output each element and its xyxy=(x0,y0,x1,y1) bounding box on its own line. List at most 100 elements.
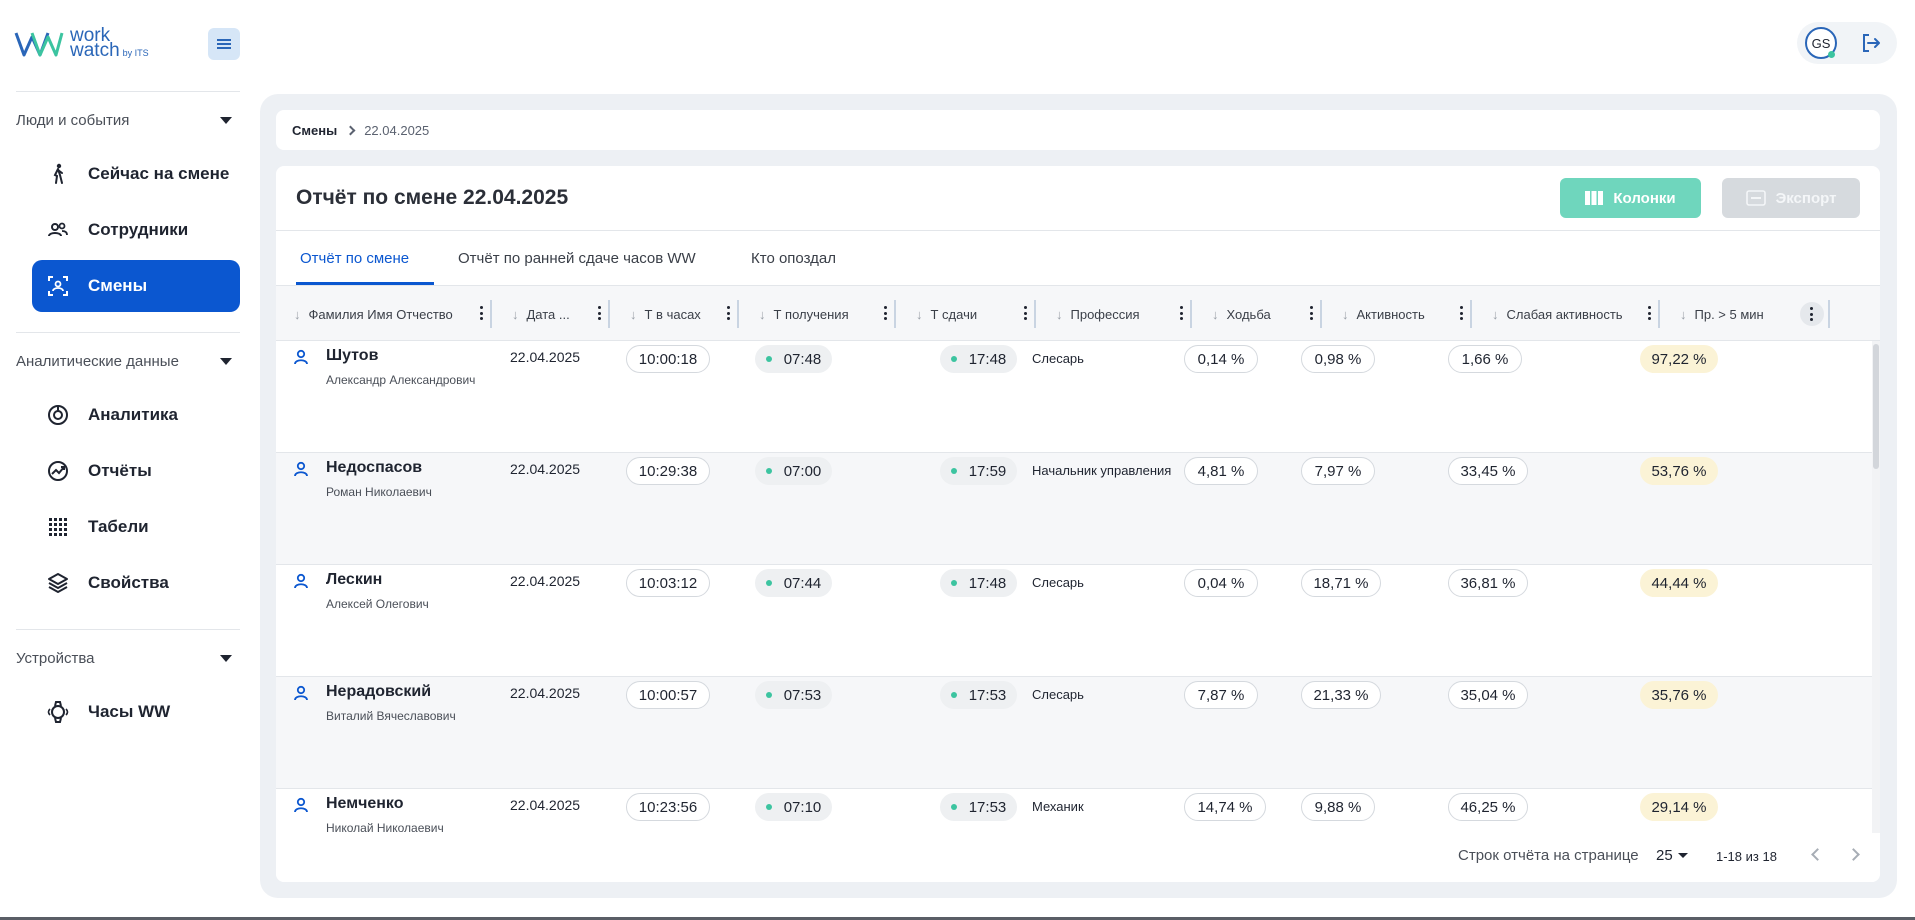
section-analytics-data[interactable]: Аналитические данные xyxy=(16,350,240,372)
hamburger-icon xyxy=(217,39,231,49)
nav-item-analytics[interactable]: Аналитика xyxy=(32,389,240,441)
activity-pill: 0,98 % xyxy=(1301,345,1375,373)
column-header-walking[interactable]: ↓ Ходьба xyxy=(1212,286,1322,342)
section-devices[interactable]: Устройства xyxy=(16,647,240,669)
table-row[interactable]: Немченко Николай Николаевич 22.04.2025 1… xyxy=(276,789,1872,833)
column-menu-icon[interactable] xyxy=(480,306,484,320)
caret-down-icon xyxy=(220,654,232,662)
sort-arrow-icon: ↓ xyxy=(759,306,766,322)
return-time-pill: 17:48 xyxy=(940,569,1017,597)
column-header-name[interactable]: ↓ Фамилия Имя Отчество xyxy=(294,286,492,342)
nav-item-watches[interactable]: Часы WW xyxy=(32,686,240,738)
column-menu-icon xyxy=(1810,307,1814,321)
export-button[interactable]: Экспорт xyxy=(1722,178,1860,218)
column-menu-icon[interactable] xyxy=(1024,306,1028,320)
receive-time-pill: 07:48 xyxy=(755,345,832,373)
caret-down-icon xyxy=(220,357,232,365)
idle-pill: 29,14 % xyxy=(1640,793,1718,821)
sort-arrow-icon: ↓ xyxy=(630,306,637,322)
status-dot xyxy=(765,804,772,810)
trend-chart-icon xyxy=(46,459,70,483)
nav-item-employees[interactable]: Сотрудники xyxy=(32,204,240,256)
column-menu-icon[interactable] xyxy=(884,306,888,320)
status-dot xyxy=(950,356,957,362)
separator xyxy=(276,230,1880,231)
breadcrumb-root[interactable]: Смены xyxy=(292,122,338,138)
employee-first-name: Виталий Вячеславович xyxy=(326,709,456,723)
chevron-right-icon[interactable] xyxy=(1847,848,1860,861)
nav-item-reports[interactable]: Отчёты xyxy=(32,445,240,497)
activity-pill: 9,88 % xyxy=(1301,793,1375,821)
idle-pill: 35,76 % xyxy=(1640,681,1718,709)
column-header-activity[interactable]: ↓ Активность xyxy=(1342,286,1472,342)
watch-icon xyxy=(46,700,70,724)
column-header-profession[interactable]: ↓ Профессия xyxy=(1056,286,1192,342)
tab-who-was-late[interactable]: Кто опоздал xyxy=(751,250,836,267)
breadcrumb: Смены 22.04.2025 xyxy=(276,110,1880,150)
receive-time-pill: 07:00 xyxy=(755,457,832,485)
layers-icon xyxy=(46,571,70,595)
shift-date: 22.04.2025 xyxy=(510,685,581,701)
nav-item-on-shift[interactable]: Сейчас на смене xyxy=(32,148,240,200)
column-menu-icon[interactable] xyxy=(1310,306,1314,320)
chevron-left-icon[interactable] xyxy=(1811,848,1824,861)
column-menu-icon[interactable] xyxy=(1648,306,1652,320)
walking-pill: 0,04 % xyxy=(1184,569,1258,597)
logo[interactable]: work watch by ITS xyxy=(14,26,164,62)
nav-item-shifts[interactable]: Смены xyxy=(32,260,240,312)
separator xyxy=(16,91,240,92)
activity-pill: 18,71 % xyxy=(1301,569,1381,597)
column-menu-button[interactable] xyxy=(1800,302,1824,326)
tab-shift-report[interactable]: Отчёт по смене xyxy=(300,250,410,267)
employee-last-name[interactable]: Лескин xyxy=(326,571,383,588)
table-row[interactable]: Недоспасов Роман Николаевич 22.04.2025 1… xyxy=(276,453,1872,565)
employee-last-name[interactable]: Шутов xyxy=(326,347,379,364)
walking-pill: 14,74 % xyxy=(1184,793,1266,821)
column-menu-icon[interactable] xyxy=(727,306,731,320)
table-footer: Строк отчёта на странице 25 1-18 из 18 xyxy=(276,833,1880,882)
column-header-return-time[interactable]: ↓ Т сдачи xyxy=(916,286,1036,342)
table-row[interactable]: Шутов Александр Александрович 22.04.2025… xyxy=(276,341,1872,453)
nav-item-timesheets[interactable]: Табели xyxy=(32,501,240,553)
status-dot xyxy=(765,692,772,698)
table-scrollbar-thumb[interactable] xyxy=(1873,344,1879,469)
nav-item-properties[interactable]: Свойства xyxy=(32,557,240,609)
status-dot xyxy=(765,580,772,586)
column-header-date[interactable]: ↓ Дата ... xyxy=(512,286,610,342)
column-menu-icon[interactable] xyxy=(598,306,602,320)
table-row[interactable]: Нерадовский Виталий Вячеславович 22.04.2… xyxy=(276,677,1872,789)
grid-dots-icon xyxy=(46,515,70,539)
weak-activity-pill: 46,25 % xyxy=(1448,793,1528,821)
caret-down-icon xyxy=(1677,853,1688,858)
column-header-idle-over-5min[interactable]: ↓ Пр. > 5 мин xyxy=(1680,286,1830,342)
employee-last-name[interactable]: Недоспасов xyxy=(326,459,423,476)
person-icon xyxy=(294,797,308,813)
employee-last-name[interactable]: Нерадовский xyxy=(326,683,432,700)
table-scrollbar[interactable] xyxy=(1872,341,1880,833)
menu-toggle-button[interactable] xyxy=(208,28,240,60)
employee-last-name[interactable]: Немченко xyxy=(326,795,404,812)
columns-button[interactable]: Колонки xyxy=(1560,178,1701,218)
person-icon xyxy=(294,349,308,365)
rows-per-page-select[interactable]: 25 xyxy=(1656,847,1688,864)
walking-pill: 4,81 % xyxy=(1184,457,1258,485)
analytics-circle-icon xyxy=(46,403,70,427)
column-menu-icon[interactable] xyxy=(1180,306,1184,320)
rows-per-page-label: Строк отчёта на странице xyxy=(1458,847,1639,864)
employee-first-name: Александр Александрович xyxy=(326,373,476,387)
receive-time-pill: 07:10 xyxy=(755,793,832,821)
logout-icon[interactable] xyxy=(1860,32,1882,54)
tab-early-return-report[interactable]: Отчёт по ранней сдаче часов WW xyxy=(458,250,696,267)
weak-activity-pill: 1,66 % xyxy=(1448,345,1522,373)
page-title: Отчёт по смене 22.04.2025 xyxy=(296,186,569,209)
section-people-events[interactable]: Люди и события xyxy=(16,109,240,131)
table-row[interactable]: Лескин Алексей Олегович 22.04.2025 10:03… xyxy=(276,565,1872,677)
people-icon xyxy=(46,218,70,242)
receive-time-pill: 07:53 xyxy=(755,681,832,709)
column-menu-icon[interactable] xyxy=(1460,306,1464,320)
column-header-receive-time[interactable]: ↓ Т получения xyxy=(759,286,896,342)
column-header-hours[interactable]: ↓ Т в часах xyxy=(630,286,739,342)
profession: Слесарь xyxy=(1032,687,1084,702)
status-dot xyxy=(765,468,772,474)
column-header-weak-activity[interactable]: ↓ Слабая активность xyxy=(1492,286,1660,342)
